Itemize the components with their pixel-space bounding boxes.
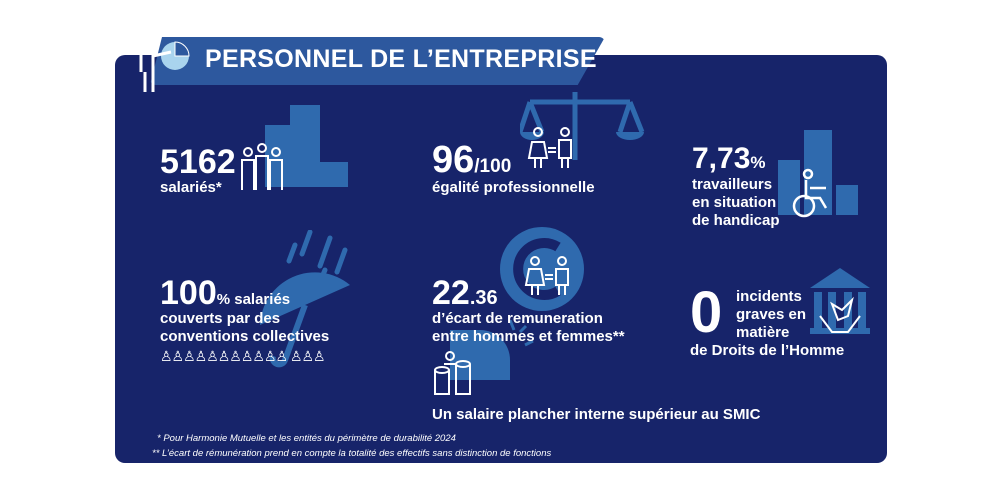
footnote-2: ** L’écart de rémunération prend en comp… <box>152 448 552 459</box>
coverage-value: 100 <box>160 274 217 312</box>
equality-value: 96 <box>432 139 475 181</box>
presenter-chart-icon <box>139 41 190 92</box>
coverage-label-2: conventions collectives <box>160 328 330 345</box>
pay-gap-label-2: entre hommes et femmes** <box>432 328 625 345</box>
incidents-label-1: incidents <box>736 288 802 305</box>
buildings-people-icon <box>241 105 348 190</box>
institution-dove-icon <box>810 268 870 334</box>
disability-rate: 7,73% <box>692 144 766 174</box>
coverage-rate: 100% salariés <box>160 276 291 310</box>
disability-label-2: en situation <box>692 194 777 211</box>
buildings-wheelchair-icon <box>778 130 858 218</box>
pay-gap-value: 22 <box>432 274 470 312</box>
equality-label: égalité professionnelle <box>432 179 595 196</box>
employees-label: salariés* <box>160 179 222 196</box>
infographic-panel <box>115 55 887 463</box>
euro-coin-icon <box>500 227 584 311</box>
pay-gap-suffix: .36 <box>469 287 498 309</box>
incidents-count: 0 <box>690 280 723 345</box>
footnote-1: * Pour Harmonie Mutuelle et les entités … <box>157 433 456 444</box>
disability-label-3: de handicap <box>692 212 780 229</box>
coverage-label-1: couverts par des <box>160 310 281 327</box>
people-row-icon: ♙♙♙♙♙♙♙♙♙♙♙ ♙♙♙ <box>160 348 326 364</box>
disability-label-1: travailleurs <box>692 176 773 193</box>
scales-equality-icon <box>520 92 645 168</box>
page-title: PERSONNEL DE L’ENTREPRISE <box>205 45 597 73</box>
employees-count: 5162 <box>160 143 236 181</box>
disability-suffix: % <box>750 153 766 172</box>
incidents-label-3: matière <box>736 324 790 341</box>
title-banner <box>150 37 605 85</box>
equality-suffix: /100 <box>474 156 512 177</box>
disability-value: 7,73 <box>692 142 751 175</box>
umbrella-rain-icon <box>260 230 350 368</box>
equality-score: 96/100 <box>432 141 512 179</box>
incidents-label-bottom: de Droits de l’Homme <box>690 342 845 359</box>
minimum-salary-label: Un salaire plancher interne supérieur au… <box>432 406 761 423</box>
pay-gap: 22.36 <box>432 276 498 310</box>
incidents-label-2: graves en <box>736 306 807 323</box>
pay-gap-label-1: d’écart de remuneration <box>432 310 603 327</box>
coverage-suffix: % salariés <box>216 291 291 308</box>
salary-coins-icon <box>434 320 534 395</box>
